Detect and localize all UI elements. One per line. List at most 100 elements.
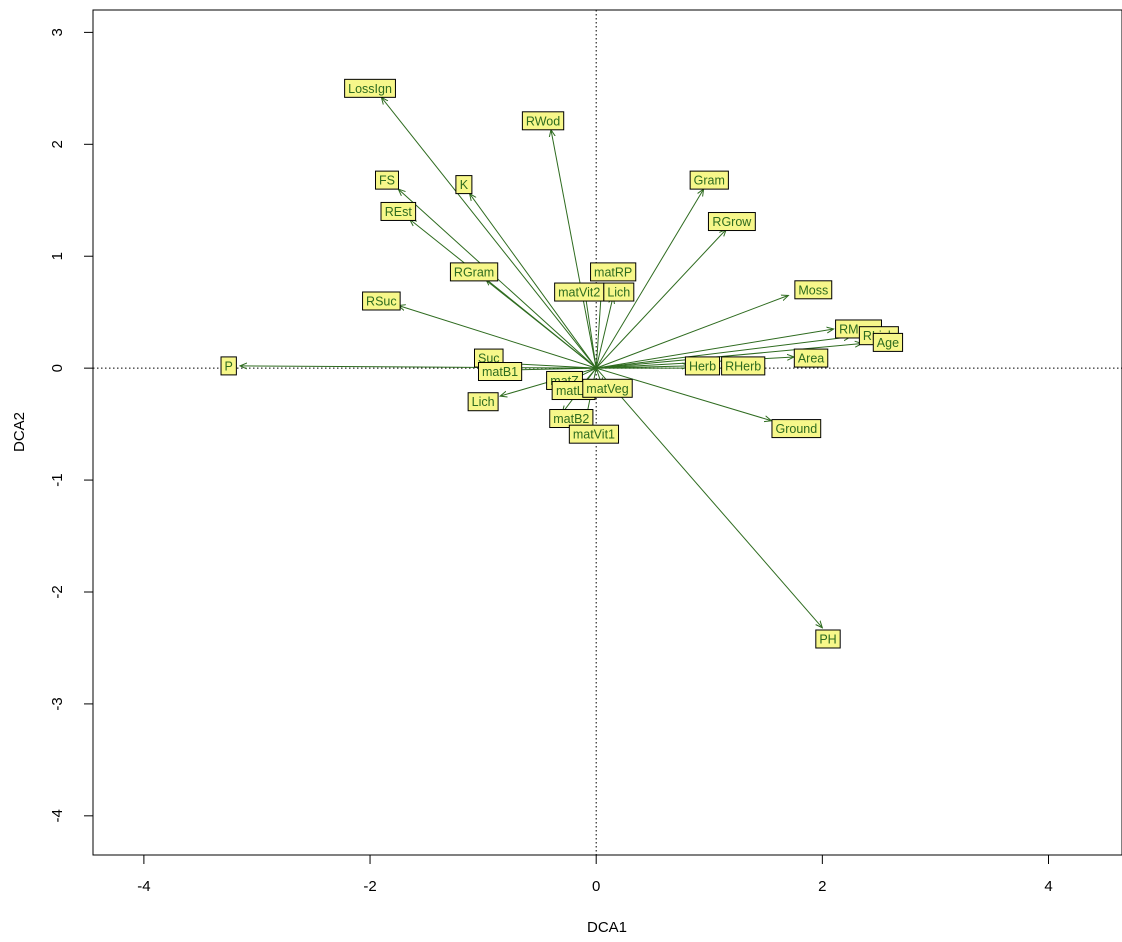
vector-arrow-lossign xyxy=(381,97,597,369)
x-tick-label: 4 xyxy=(1044,878,1052,895)
vector-label-box xyxy=(815,629,841,649)
vector-arrow-rsuc xyxy=(398,305,597,369)
vector-label-box xyxy=(449,262,499,282)
vector-arrow-rlich xyxy=(596,337,850,369)
vector-arrow-rgrow xyxy=(595,229,726,369)
y-tick-label: 3 xyxy=(49,28,66,36)
y-tick-label: -3 xyxy=(49,697,66,710)
vector-label-box xyxy=(684,356,721,376)
vector-label-text: RHerb xyxy=(725,359,761,373)
vector-label-rgrow: RGrow xyxy=(707,212,756,232)
vector-label-box xyxy=(721,356,766,376)
vector-label-text: matVeg xyxy=(586,382,628,396)
vector-label-rsuc: RSuc xyxy=(362,291,401,311)
vector-layer xyxy=(240,97,862,628)
vector-label-text: REst xyxy=(385,205,413,219)
label-layer: LossIgn RWod FS K Gram REst RGrow RGram matRP mat… xyxy=(220,78,904,649)
vector-arrow-moss xyxy=(596,295,788,369)
vector-label-matvit1: matVit1 xyxy=(568,424,620,444)
vector-arrow-lich xyxy=(595,297,613,369)
vector-label-box xyxy=(771,419,822,439)
x-axis-title: DCA1 xyxy=(587,919,627,936)
y-tick-label: -1 xyxy=(49,473,66,486)
vector-label-ph: PH xyxy=(815,629,841,649)
y-tick-label: 2 xyxy=(49,140,66,148)
vector-label-text: Lich xyxy=(472,395,495,409)
y-axis: -4 -3 -2 -1 0 1 2 3 xyxy=(49,28,94,822)
vector-label-text: Ground xyxy=(775,422,817,436)
vector-label-lossign: LossIgn xyxy=(344,78,396,98)
vector-label-text: Age xyxy=(877,336,899,350)
vector-arrow-matvit2 xyxy=(585,292,597,369)
vector-label-text: FS xyxy=(379,174,395,188)
vector-label-matrp: matRP xyxy=(590,262,637,282)
y-tick-label: 1 xyxy=(49,252,66,260)
vector-label-text: RSuc xyxy=(366,294,397,308)
vector-label-box xyxy=(794,280,833,300)
y-tick-label: 0 xyxy=(49,364,66,372)
vector-label-text: Area xyxy=(798,352,824,366)
reference-lines xyxy=(93,10,1122,855)
vector-arrow-rwod xyxy=(551,130,597,369)
vector-arrow-k xyxy=(470,194,597,369)
vector-arrow-rmoss xyxy=(596,329,833,369)
vector-label-text: matRP xyxy=(594,265,632,279)
vector-label-rgram: RGram xyxy=(449,262,499,282)
vector-label-text: K xyxy=(460,178,469,192)
vector-label-box xyxy=(344,78,396,98)
vector-label-box xyxy=(375,170,399,190)
vector-arrow-ph xyxy=(595,367,822,628)
vector-label-matvit2: matVit2 xyxy=(554,282,605,302)
vector-label-box xyxy=(582,378,633,398)
x-tick-label: 0 xyxy=(592,878,600,895)
vector-label-lich: Lich xyxy=(603,282,635,302)
vector-label-text: matB1 xyxy=(482,365,518,379)
vector-label-text: PH xyxy=(819,632,836,646)
vector-label-box xyxy=(568,424,620,444)
vector-label-text: matB2 xyxy=(553,412,589,426)
vector-label-text: RWod xyxy=(526,114,560,128)
vector-label-box xyxy=(689,170,729,190)
vector-label-text: matVit2 xyxy=(558,286,600,300)
vector-label-box xyxy=(477,362,523,382)
vector-arrow-age xyxy=(596,344,862,369)
vector-label-text: LossIgn xyxy=(348,82,392,96)
vector-label-box xyxy=(707,212,756,232)
vector-label-k: K xyxy=(455,175,473,195)
vector-label-text: Gram xyxy=(694,174,725,188)
vector-label-text: Lich xyxy=(607,286,630,300)
vector-label-text: RGram xyxy=(454,265,494,279)
vector-label-text: matVit1 xyxy=(573,428,615,442)
vector-label-area: Area xyxy=(793,348,829,368)
x-tick-label: 2 xyxy=(818,878,826,895)
vector-label-box xyxy=(467,392,499,412)
vector-label-age: Age xyxy=(872,332,904,352)
vector-label-box xyxy=(521,111,565,131)
vector-label-text: RGrow xyxy=(712,215,752,229)
vector-label-lich: Lich xyxy=(467,392,499,412)
vector-label-box xyxy=(380,201,417,221)
vector-label-box xyxy=(603,282,635,302)
vector-label-text: Moss xyxy=(798,283,828,297)
vector-label-box xyxy=(872,332,904,352)
vector-label-rest: REst xyxy=(380,201,417,221)
vector-label-p: P xyxy=(220,356,237,376)
vector-arrow-p xyxy=(240,366,597,368)
y-tick-label: -4 xyxy=(49,809,66,822)
vector-label-gram: Gram xyxy=(689,170,729,190)
vector-label-moss: Moss xyxy=(794,280,833,300)
vector-label-matveg: matVeg xyxy=(582,378,633,398)
vector-label-text: Herb xyxy=(689,359,716,373)
vector-label-box xyxy=(220,356,237,376)
vector-label-ground: Ground xyxy=(771,419,822,439)
y-tick-label: -2 xyxy=(49,585,66,598)
vector-label-herb: Herb xyxy=(684,356,721,376)
vector-label-rherb: RHerb xyxy=(721,356,766,376)
vector-arrow-gram xyxy=(595,189,703,369)
y-axis-title: DCA2 xyxy=(11,412,28,452)
vector-label-matb1: matB1 xyxy=(477,362,523,382)
vector-arrow-ground xyxy=(596,367,771,421)
vector-label-matb2: matB2 xyxy=(549,409,594,429)
vector-label-box xyxy=(793,348,829,368)
